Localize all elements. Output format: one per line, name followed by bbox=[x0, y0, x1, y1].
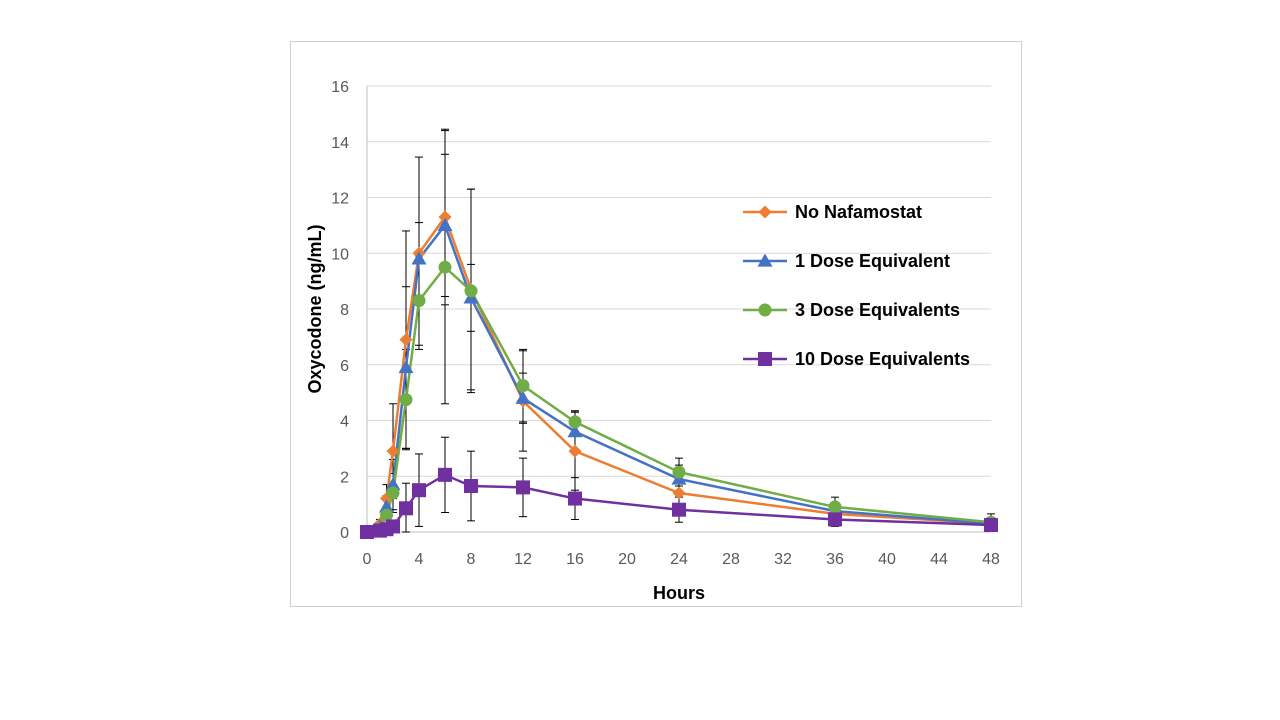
legend-marker bbox=[758, 303, 772, 317]
data-point-series-4 bbox=[516, 480, 530, 495]
data-point-series-4 bbox=[672, 502, 686, 517]
data-point-series-4 bbox=[828, 512, 842, 527]
data-point-series-3 bbox=[386, 486, 400, 500]
x-tick-label: 24 bbox=[670, 551, 688, 568]
x-tick-label: 12 bbox=[514, 551, 532, 568]
data-point-series-4 bbox=[360, 525, 374, 539]
data-point-series-1 bbox=[386, 444, 400, 458]
data-point-series-3 bbox=[516, 379, 530, 393]
y-tick-label: 10 bbox=[331, 246, 349, 263]
data-point-series-2 bbox=[398, 360, 414, 374]
legend-item-3: 3 Dose Equivalents bbox=[743, 300, 960, 320]
y-axis-title: Oxycodone (ng/mL) bbox=[305, 224, 325, 393]
data-point-series-2 bbox=[567, 424, 583, 438]
x-tick-label: 16 bbox=[566, 551, 584, 568]
legend-label: No Nafamostat bbox=[795, 202, 922, 222]
x-tick-label: 20 bbox=[618, 551, 636, 568]
y-tick-label: 16 bbox=[331, 79, 349, 96]
error-bars bbox=[376, 128, 995, 533]
data-point-series-3 bbox=[672, 465, 686, 479]
x-tick-label: 44 bbox=[930, 551, 948, 568]
y-tick-label: 0 bbox=[340, 525, 349, 542]
x-tick-label: 8 bbox=[467, 551, 476, 568]
data-point-series-2 bbox=[437, 217, 453, 231]
data-point-series-4 bbox=[568, 491, 582, 506]
data-point-series-3 bbox=[568, 415, 582, 429]
data-point-series-1 bbox=[672, 486, 686, 500]
data-point-series-2 bbox=[385, 477, 401, 491]
data-point-series-3 bbox=[464, 284, 478, 298]
x-tick-label: 48 bbox=[982, 551, 1000, 568]
data-point-series-2 bbox=[515, 390, 531, 404]
legend-label: 3 Dose Equivalents bbox=[795, 300, 960, 320]
x-tick-label: 4 bbox=[415, 551, 424, 568]
legend-marker bbox=[758, 205, 772, 219]
legend-marker bbox=[757, 253, 773, 267]
data-point-series-1 bbox=[399, 333, 413, 347]
x-axis-title: Hours bbox=[653, 583, 705, 603]
data-point-series-4 bbox=[399, 501, 413, 516]
data-point-series-3 bbox=[828, 500, 842, 514]
legend-label: 1 Dose Equivalent bbox=[795, 251, 950, 271]
data-point-series-2 bbox=[379, 499, 394, 513]
legend-marker bbox=[758, 352, 772, 366]
chart-frame: 0 2 4 6 8 10 12 14 16 0 4 8 12 16 20 24 28 32 36 40 44 48 Hou… bbox=[290, 41, 1022, 607]
y-tick-label: 2 bbox=[340, 469, 349, 486]
y-tick-label: 8 bbox=[340, 302, 349, 319]
data-point-series-4 bbox=[464, 479, 478, 494]
legend-item-4: 10 Dose Equivalents bbox=[743, 349, 970, 369]
data-point-series-4 bbox=[984, 518, 998, 533]
axis-layer bbox=[366, 86, 991, 533]
data-point-series-3 bbox=[380, 508, 393, 522]
legend-label: 10 Dose Equivalents bbox=[795, 349, 970, 369]
data-point-series-3 bbox=[412, 294, 426, 308]
data-point-series-4 bbox=[438, 467, 452, 482]
y-tick-label: 14 bbox=[331, 135, 349, 152]
y-tick-label: 4 bbox=[340, 414, 349, 431]
x-tick-label: 36 bbox=[826, 551, 844, 568]
data-point-series-3 bbox=[438, 260, 452, 274]
y-tick-label: 6 bbox=[340, 358, 349, 375]
x-tick-label: 40 bbox=[878, 551, 896, 568]
x-tick-label: 0 bbox=[363, 551, 372, 568]
data-point-series-4 bbox=[386, 519, 400, 534]
x-tick-label: 32 bbox=[774, 551, 792, 568]
data-point-series-2 bbox=[411, 251, 427, 265]
legend-item-2: 1 Dose Equivalent bbox=[743, 251, 950, 271]
y-tick-label: 12 bbox=[331, 191, 349, 208]
data-point-series-4 bbox=[412, 483, 426, 498]
x-tick-label: 28 bbox=[722, 551, 740, 568]
series-markers bbox=[359, 210, 999, 539]
legend-item-1: No Nafamostat bbox=[743, 202, 922, 222]
data-point-series-1 bbox=[438, 210, 452, 224]
legend: No Nafamostat 1 Dose Equivalent 3 Dose Equ… bbox=[743, 202, 970, 369]
data-point-series-3 bbox=[399, 393, 413, 407]
data-point-series-1 bbox=[568, 444, 582, 458]
